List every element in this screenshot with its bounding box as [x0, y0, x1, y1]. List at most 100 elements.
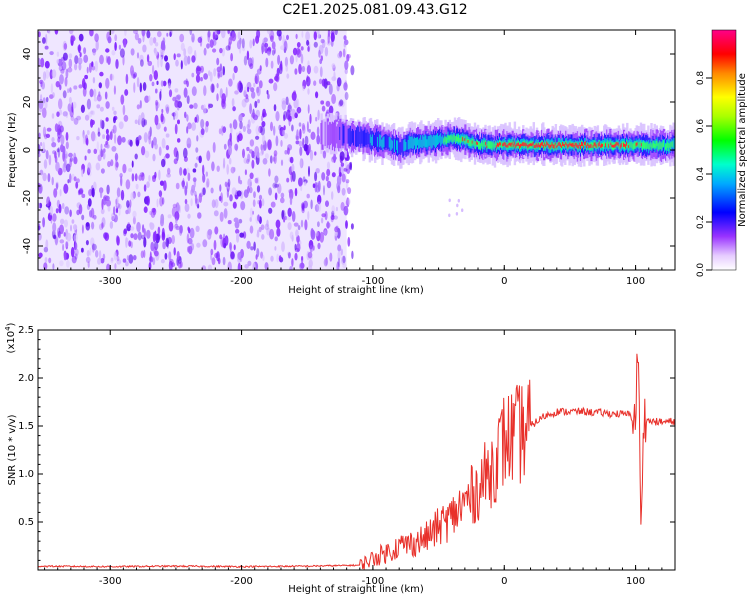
noise-speckle: [347, 187, 352, 195]
noise-speckle: [149, 74, 153, 82]
noise-speckle: [255, 254, 258, 260]
noise-speckle: [133, 255, 137, 261]
spectrogram-plot-area: [38, 30, 675, 270]
noise-speckle: [345, 220, 348, 229]
noise-speckle: [249, 63, 254, 70]
noise-speckle: [186, 95, 190, 104]
noise-speckle: [75, 181, 79, 189]
snr-plot-area: [38, 353, 675, 570]
noise-speckle: [45, 239, 49, 249]
noise-speckle: [73, 234, 77, 241]
noise-speckle: [162, 80, 167, 87]
noise-speckle: [291, 124, 294, 132]
noise-speckle: [345, 179, 350, 184]
noise-speckle: [184, 185, 188, 196]
noise-speckle: [277, 183, 282, 194]
noise-speckle: [242, 231, 247, 239]
noise-speckle: [100, 257, 105, 264]
noise-speckle: [344, 68, 348, 75]
noise-speckle: [261, 121, 266, 128]
noise-speckle: [58, 203, 62, 214]
noise-speckle: [317, 242, 321, 250]
noise-speckle: [296, 98, 300, 110]
noise-speckle: [264, 153, 269, 160]
noise-speckle: [270, 121, 273, 132]
noise-speckle: [307, 104, 310, 114]
noise-speckle: [244, 97, 250, 103]
noise-speckle: [44, 257, 48, 263]
noise-speckle: [64, 77, 68, 87]
noise-speckle: [229, 123, 232, 129]
noise-speckle: [319, 66, 323, 78]
noise-speckle: [252, 210, 254, 215]
noise-speckle: [143, 237, 147, 248]
noise-speckle: [194, 162, 198, 168]
snr-panel: -300 -200 -100 0 100 0.5 1.0 1.5 2.0 2.5 Height …: [4, 322, 676, 595]
noise-speckle: [252, 38, 255, 47]
noise-speckle: [236, 190, 242, 197]
noise-speckle: [168, 251, 172, 261]
noise-speckle: [51, 69, 57, 79]
noise-speckle: [339, 151, 345, 161]
noise-speckle: [343, 82, 348, 91]
noise-speckle: [331, 191, 334, 200]
y-tick-label: 20: [22, 96, 33, 109]
noise-speckle: [316, 134, 321, 145]
noise-speckle: [337, 257, 341, 268]
noise-speckle: [130, 233, 134, 239]
noise-speckle: [107, 56, 111, 65]
noise-speckle: [121, 136, 126, 143]
noise-speckle: [151, 140, 154, 149]
noise-speckle: [153, 70, 158, 81]
noise-speckle: [97, 131, 101, 137]
noise-speckle: [61, 61, 67, 71]
noise-speckle: [173, 53, 176, 61]
noise-speckle: [196, 242, 201, 248]
noise-speckle: [119, 48, 125, 58]
noise-speckle: [64, 219, 68, 228]
noise-speckle: [38, 183, 43, 194]
noise-speckle: [63, 158, 67, 169]
x-tick-label: 0: [501, 276, 507, 287]
noise-speckle: [326, 222, 331, 229]
noise-speckle: [43, 246, 49, 253]
noise-speckle: [200, 128, 205, 136]
noise-speckle: [69, 209, 72, 217]
noise-speckle: [133, 82, 136, 93]
noise-speckle: [130, 191, 135, 201]
noise-speckle: [143, 184, 147, 192]
noise-speckle: [283, 133, 289, 139]
noise-speckle: [166, 32, 169, 37]
noise-speckle: [156, 80, 159, 85]
noise-speckle: [328, 105, 334, 114]
noise-speckle: [115, 59, 119, 69]
noise-speckle: [71, 219, 75, 224]
noise-speckle: [262, 134, 266, 146]
noise-speckle: [258, 125, 263, 134]
noise-speckle: [286, 147, 290, 155]
noise-speckle: [72, 101, 77, 109]
noise-speckle: [323, 185, 325, 196]
noise-speckle: [59, 239, 65, 244]
noise-speckle: [146, 229, 151, 239]
noise-speckle: [78, 84, 83, 89]
noise-speckle: [242, 148, 245, 159]
noise-speckle: [231, 187, 237, 196]
noise-speckle: [74, 242, 78, 250]
noise-speckle: [247, 128, 252, 135]
noise-speckle: [87, 167, 91, 176]
noise-speckle: [274, 246, 277, 251]
noise-speckle: [228, 157, 232, 165]
noise-speckle: [258, 80, 263, 89]
noise-speckle: [87, 162, 92, 173]
noise-speckle: [73, 117, 79, 125]
noise-speckle: [266, 219, 269, 228]
noise-speckle: [223, 242, 227, 249]
noise-speckle: [192, 168, 197, 173]
noise-speckle: [323, 258, 328, 267]
noise-speckle: [174, 211, 180, 221]
noise-speckle: [69, 158, 72, 168]
noise-speckle: [77, 57, 83, 65]
noise-speckle: [48, 257, 52, 264]
noise-speckle: [207, 229, 213, 236]
